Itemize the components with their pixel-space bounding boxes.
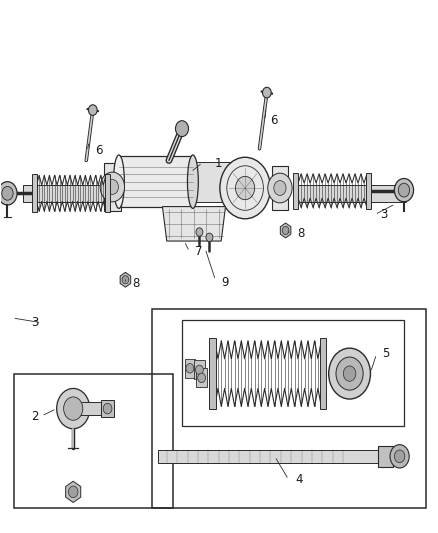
Bar bbox=[209, 338, 216, 409]
Bar bbox=[185, 359, 195, 378]
Circle shape bbox=[186, 364, 194, 373]
Bar bbox=[293, 185, 406, 202]
Text: 9: 9 bbox=[221, 276, 229, 289]
Circle shape bbox=[57, 389, 90, 429]
Circle shape bbox=[64, 397, 83, 420]
Circle shape bbox=[394, 450, 405, 463]
Bar bbox=[119, 156, 193, 207]
Text: 3: 3 bbox=[31, 316, 39, 329]
Text: 8: 8 bbox=[297, 227, 305, 240]
Circle shape bbox=[390, 445, 409, 468]
Circle shape bbox=[282, 227, 289, 235]
Bar bbox=[73, 402, 102, 415]
Text: 4: 4 bbox=[295, 473, 303, 486]
Bar bbox=[378, 446, 393, 467]
Polygon shape bbox=[162, 207, 226, 241]
Bar bbox=[14, 374, 173, 508]
Bar bbox=[272, 166, 288, 211]
Circle shape bbox=[262, 87, 271, 98]
Circle shape bbox=[206, 233, 213, 241]
Bar bbox=[158, 450, 378, 463]
Ellipse shape bbox=[187, 155, 198, 208]
Text: 8: 8 bbox=[132, 278, 139, 290]
Bar bbox=[293, 173, 298, 209]
Circle shape bbox=[274, 181, 286, 196]
Circle shape bbox=[0, 182, 17, 205]
Circle shape bbox=[88, 105, 97, 115]
Text: 2: 2 bbox=[31, 409, 39, 423]
Bar bbox=[320, 338, 326, 409]
Circle shape bbox=[122, 276, 129, 284]
Bar bbox=[191, 161, 247, 202]
Text: 6: 6 bbox=[270, 114, 278, 127]
Circle shape bbox=[68, 486, 78, 498]
Circle shape bbox=[176, 120, 188, 136]
Bar bbox=[105, 174, 110, 213]
Text: 1: 1 bbox=[215, 157, 222, 169]
Circle shape bbox=[2, 187, 13, 200]
Polygon shape bbox=[280, 223, 291, 238]
Circle shape bbox=[343, 366, 356, 381]
Text: 3: 3 bbox=[380, 208, 387, 221]
Bar bbox=[152, 309, 426, 508]
Text: 7: 7 bbox=[195, 245, 202, 258]
Bar bbox=[32, 174, 37, 213]
Bar bbox=[104, 163, 121, 211]
Circle shape bbox=[106, 180, 118, 195]
Circle shape bbox=[236, 176, 254, 200]
Circle shape bbox=[103, 403, 112, 414]
Circle shape bbox=[196, 228, 203, 236]
Bar bbox=[23, 185, 110, 202]
Bar bbox=[182, 319, 404, 425]
Text: 5: 5 bbox=[382, 348, 389, 360]
Circle shape bbox=[336, 357, 363, 390]
Circle shape bbox=[328, 348, 371, 399]
Bar bbox=[102, 400, 114, 417]
Circle shape bbox=[398, 183, 410, 197]
Bar bbox=[366, 173, 371, 209]
Ellipse shape bbox=[113, 155, 124, 208]
Circle shape bbox=[394, 179, 413, 202]
Bar bbox=[194, 360, 205, 379]
Polygon shape bbox=[120, 272, 131, 287]
Bar bbox=[196, 368, 207, 387]
Circle shape bbox=[198, 373, 205, 383]
Polygon shape bbox=[66, 481, 81, 503]
Circle shape bbox=[268, 173, 292, 203]
Circle shape bbox=[195, 365, 203, 375]
Circle shape bbox=[220, 157, 270, 219]
Text: 6: 6 bbox=[95, 144, 102, 157]
Circle shape bbox=[100, 172, 124, 202]
